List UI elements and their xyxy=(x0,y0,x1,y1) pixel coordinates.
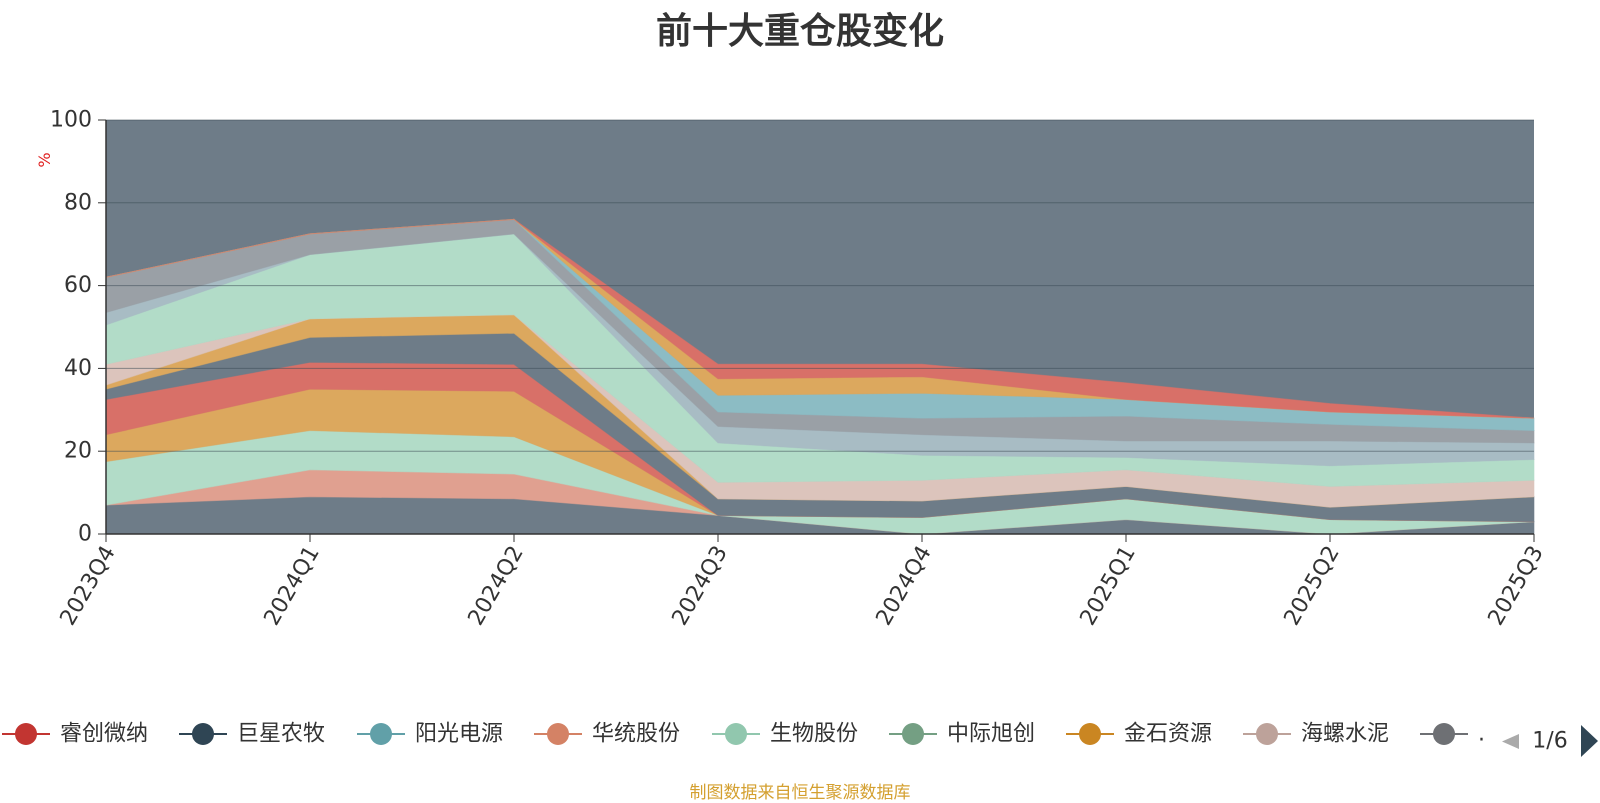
legend-item[interactable]: 中际旭创 xyxy=(889,722,1035,747)
legend-pager[interactable]: 1/6 xyxy=(1502,725,1598,757)
y-tick-label: 100 xyxy=(50,108,92,133)
legend-label: 阳光电源 xyxy=(415,722,503,747)
legend-item[interactable]: 生物股份 xyxy=(712,722,858,747)
legend-marker-icon xyxy=(192,723,214,745)
y-tick-label: 80 xyxy=(64,190,92,215)
legend-label: 中际旭创 xyxy=(947,722,1035,747)
x-tick-labels: 2023Q4 2024Q1 2024Q2 2024Q3 2024Q4 2025Q1 2025… xyxy=(56,534,1549,630)
x-tick-label: 2025Q2 xyxy=(1280,542,1345,630)
y-tick-labels: 0 20 40 60 80 100 xyxy=(50,108,106,547)
legend-item[interactable]: 海螺水泥 xyxy=(1243,722,1389,747)
legend-marker-icon xyxy=(1256,723,1278,745)
legend-item[interactable]: 金石资源 xyxy=(1066,722,1212,747)
x-tick-label: 2023Q4 xyxy=(56,542,121,630)
legend-label: 睿创微纳 xyxy=(60,722,148,747)
legend-item[interactable]: 华统股份 xyxy=(534,722,680,747)
x-tick-label: 2024Q2 xyxy=(464,542,529,630)
legend-item[interactable]: . xyxy=(1420,722,1485,747)
legend-marker-icon xyxy=(1079,723,1101,745)
legend-item[interactable]: 睿创微纳 xyxy=(2,722,148,747)
x-tick-label: 2025Q1 xyxy=(1076,542,1141,630)
legend[interactable]: 睿创微纳 巨星农牧 阳光电源 华统股份 生物股份 中际旭创 金石资源 海螺水泥. xyxy=(2,722,1485,747)
area-layers xyxy=(105,218,1535,535)
legend-marker-icon xyxy=(725,723,747,745)
legend-label: 金石资源 xyxy=(1124,722,1212,747)
legend-label: 华统股份 xyxy=(592,722,680,747)
legend-label: . xyxy=(1478,722,1485,747)
legend-page-indicator: 1/6 xyxy=(1532,729,1567,754)
legend-marker-icon xyxy=(15,723,37,745)
axes xyxy=(105,120,1534,535)
legend-marker-icon xyxy=(370,723,392,745)
legend-marker-icon xyxy=(547,723,569,745)
x-tick-label: 2024Q3 xyxy=(668,542,733,630)
next-page-icon[interactable] xyxy=(1581,725,1598,757)
legend-label: 巨星农牧 xyxy=(237,722,325,747)
legend-marker-icon xyxy=(902,723,924,745)
legend-label: 生物股份 xyxy=(770,722,858,747)
x-tick-label: 2024Q4 xyxy=(872,542,937,630)
y-tick-label: 20 xyxy=(64,439,92,464)
prev-page-icon[interactable] xyxy=(1502,734,1519,749)
y-tick-label: 40 xyxy=(64,356,92,381)
data-source-note: 制图数据来自恒生聚源数据库 xyxy=(689,783,911,803)
y-tick-label: 0 xyxy=(78,522,92,547)
y-tick-label: 60 xyxy=(64,273,92,298)
chart-title: 前十大重仓股变化 xyxy=(655,11,944,52)
y-unit-label: % xyxy=(35,152,54,167)
x-tick-label: 2024Q1 xyxy=(260,542,325,630)
legend-label: 海螺水泥 xyxy=(1301,722,1389,747)
area-layer-14 xyxy=(105,218,1535,419)
x-tick-label: 2025Q3 xyxy=(1484,542,1549,630)
legend-item[interactable]: 阳光电源 xyxy=(357,722,503,747)
legend-marker-icon xyxy=(1433,723,1455,745)
legend-item[interactable]: 巨星农牧 xyxy=(179,722,325,747)
